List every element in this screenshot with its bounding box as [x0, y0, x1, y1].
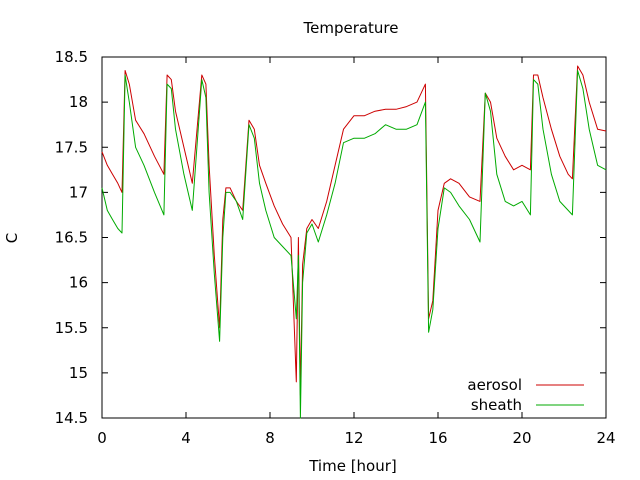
y-axis-label: C — [3, 233, 21, 243]
y-tick-label: 18 — [69, 93, 88, 111]
x-axis: 0 4 8 12 16 20 24 — [97, 57, 616, 447]
x-axis-label: Time [hour] — [308, 457, 397, 475]
plot-frame — [101, 56, 607, 419]
series-line-aerosol — [101, 65, 607, 396]
y-tick-label: 15.5 — [55, 319, 88, 337]
x-tick-label: 24 — [596, 429, 615, 447]
legend-label-sheath: sheath — [471, 396, 522, 414]
y-tick-label: 17 — [69, 183, 88, 201]
y-tick-label: 15 — [69, 364, 88, 382]
series-lines — [101, 65, 607, 419]
x-tick-label: 16 — [428, 429, 447, 447]
y-tick-label: 16 — [69, 274, 88, 292]
y-tick-label: 16.5 — [55, 229, 88, 247]
y-tick-label: 17.5 — [55, 138, 88, 156]
x-tick-label: 4 — [181, 429, 191, 447]
x-tick-label: 0 — [97, 429, 107, 447]
y-tick-label: 18.5 — [55, 48, 88, 66]
chart-title: Temperature — [302, 19, 398, 37]
x-tick-label: 8 — [265, 429, 275, 447]
series-line-sheath — [101, 70, 607, 419]
legend: aerosol sheath — [467, 376, 584, 414]
y-tick-label: 14.5 — [55, 409, 88, 427]
plot-border — [101, 56, 607, 419]
legend-label-aerosol: aerosol — [467, 376, 522, 394]
y-axis: 14.5 15 15.5 16 16.5 17 17.5 18 18.5 — [55, 48, 606, 427]
x-tick-label: 12 — [344, 429, 363, 447]
x-tick-label: 20 — [512, 429, 531, 447]
